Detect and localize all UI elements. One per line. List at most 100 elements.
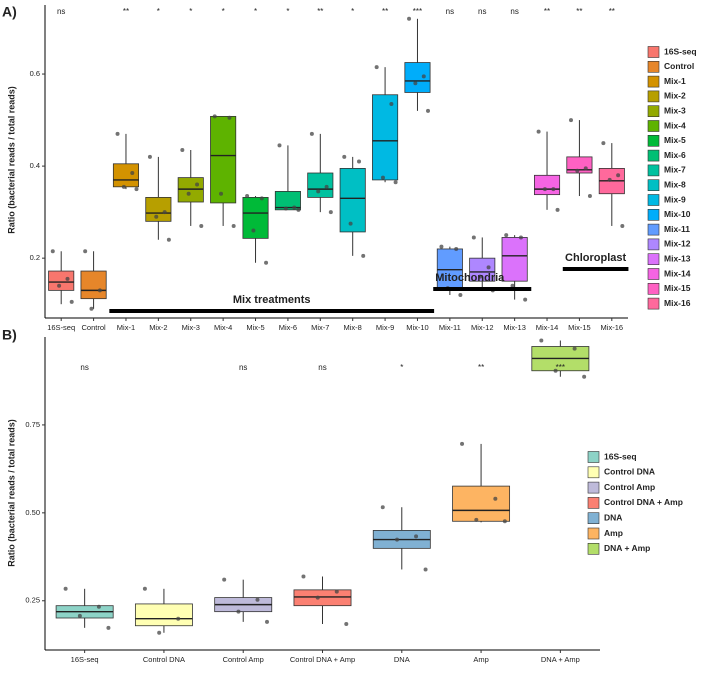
legend-label: 16S-seq <box>664 46 697 56</box>
data-point <box>568 118 573 123</box>
data-point <box>180 147 185 152</box>
data-point <box>486 265 491 270</box>
legend-label: Mix-6 <box>664 150 686 160</box>
significance-label: * <box>351 7 354 16</box>
data-point <box>130 171 135 176</box>
x-tick-label: Mix-4 <box>214 323 232 332</box>
data-point <box>380 505 385 510</box>
data-point <box>277 143 282 148</box>
data-point <box>283 206 288 211</box>
x-tick-label: Mix-13 <box>503 323 526 332</box>
significance-label: ** <box>123 7 129 16</box>
significance-label: ns <box>80 363 88 372</box>
x-tick-label: Mix-1 <box>117 323 135 332</box>
box <box>293 589 352 607</box>
data-point <box>186 191 191 196</box>
data-point <box>474 517 479 522</box>
box <box>145 197 172 222</box>
significance-label: ** <box>317 7 323 16</box>
legend-key <box>587 466 600 479</box>
data-point <box>344 621 349 626</box>
legend-key <box>647 46 660 58</box>
x-tick-label: Control Amp <box>223 655 264 664</box>
x-tick-label: Mix-7 <box>311 323 329 332</box>
data-point <box>471 235 476 240</box>
y-tick-label: 0.4 <box>30 161 40 170</box>
data-point <box>439 244 444 249</box>
data-point <box>89 306 94 311</box>
data-point <box>63 586 68 591</box>
data-point <box>504 233 509 238</box>
data-point <box>555 207 560 212</box>
data-point <box>393 180 398 185</box>
data-point <box>176 616 181 621</box>
data-point <box>616 173 621 178</box>
data-point <box>154 214 159 219</box>
legend-key <box>587 512 600 525</box>
legend-key <box>647 135 660 147</box>
legend-key <box>647 149 660 162</box>
significance-label: ** <box>576 7 582 16</box>
significance-label: ** <box>609 7 615 16</box>
data-point <box>264 260 269 265</box>
data-point <box>147 154 152 159</box>
legend-label: Mix-13 <box>664 253 691 263</box>
y-tick-label: 0.25 <box>25 596 40 605</box>
legend-key <box>647 120 660 132</box>
data-point <box>357 159 362 164</box>
data-point <box>142 586 147 591</box>
legend-key <box>587 451 600 463</box>
data-point <box>425 108 430 113</box>
legend-label: Mix-2 <box>664 91 686 101</box>
x-tick-label: Mix-12 <box>471 323 494 332</box>
x-tick-label: Mix-15 <box>568 323 591 332</box>
data-point <box>106 625 111 630</box>
data-point <box>219 191 224 196</box>
legend-key <box>587 481 600 494</box>
data-point <box>245 194 250 199</box>
x-tick-label: Mix-9 <box>376 323 394 332</box>
panel-label: B) <box>2 327 17 343</box>
legend-key <box>647 297 660 310</box>
data-point <box>601 141 606 146</box>
data-point <box>162 210 167 215</box>
data-point <box>166 237 171 242</box>
data-point <box>423 567 428 572</box>
significance-label: * <box>157 7 160 16</box>
box <box>48 270 75 291</box>
significance-label: * <box>189 7 192 16</box>
data-point <box>328 210 333 215</box>
legend-label: Mix-10 <box>664 209 691 219</box>
data-point <box>523 297 528 302</box>
legend-label: Mix-7 <box>664 165 686 175</box>
y-tick-label: 0.6 <box>30 69 40 78</box>
legend-key <box>647 90 660 103</box>
data-point <box>57 283 62 288</box>
data-point <box>478 274 483 279</box>
data-point <box>348 221 353 226</box>
data-point <box>96 604 101 609</box>
significance-label: ** <box>544 7 550 16</box>
legend-key <box>647 179 660 191</box>
data-point <box>551 187 556 192</box>
legend-label: Mix-5 <box>664 135 686 145</box>
data-point <box>77 613 82 618</box>
data-point <box>157 630 162 635</box>
legend-label: Mix-12 <box>664 239 691 249</box>
legend-key <box>647 105 660 117</box>
data-point <box>413 81 418 86</box>
box <box>274 191 301 211</box>
data-point <box>292 205 297 210</box>
data-point <box>389 101 394 106</box>
x-tick-label: 16S-seq <box>71 655 99 664</box>
legend-key <box>587 497 600 509</box>
box <box>242 197 269 239</box>
significance-label: *** <box>413 7 422 16</box>
legend-label: Control <box>664 61 694 71</box>
box <box>339 168 366 233</box>
legend-label: Control Amp <box>604 482 655 492</box>
x-tick-label: Mix-8 <box>344 323 362 332</box>
legend-label: DNA <box>604 512 622 522</box>
data-point <box>83 249 88 254</box>
